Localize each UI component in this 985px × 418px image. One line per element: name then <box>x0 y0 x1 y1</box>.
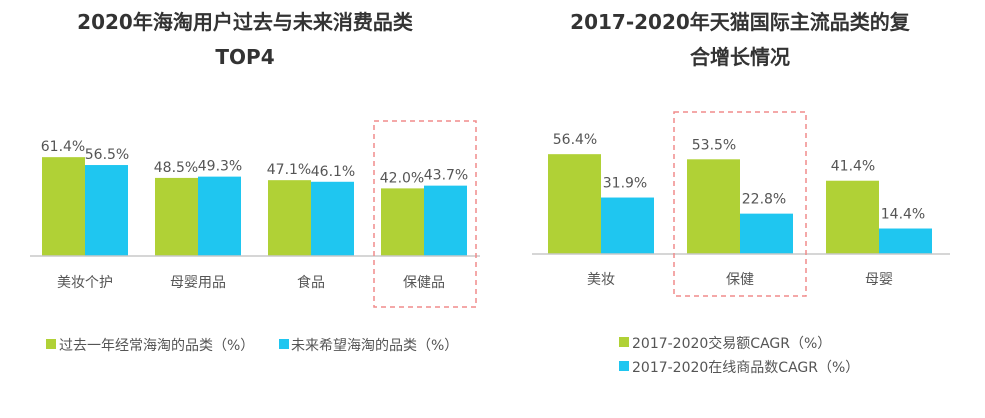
right-highlight-box <box>673 111 807 297</box>
right-title-line-2: 合增长情况 <box>690 45 790 69</box>
right-category-label: 美妆 <box>587 272 615 288</box>
right-data-label: 56.4% <box>553 132 597 148</box>
left-legend-label: 未来希望海淘的品类（%） <box>291 338 458 354</box>
left-bar-green-0 <box>42 157 85 256</box>
right-title-line-1: 2017-2020年天猫国际主流品类的复 <box>570 10 910 34</box>
left-data-label: 47.1% <box>267 162 311 178</box>
left-bar-green-3 <box>381 188 424 256</box>
right-bar-blue-2 <box>879 228 932 254</box>
right-category-label: 保健 <box>726 272 754 288</box>
right-legend-swatch <box>619 337 629 347</box>
right-bar-green-1 <box>687 159 740 254</box>
left-data-label: 56.5% <box>85 147 129 163</box>
right-bar-blue-0 <box>601 197 654 254</box>
left-data-label: 48.5% <box>154 160 198 176</box>
left-legend-swatch <box>46 339 56 349</box>
right-data-label: 41.4% <box>831 159 875 175</box>
left-bar-blue-1 <box>198 176 241 256</box>
left-data-label: 42.0% <box>380 170 424 186</box>
left-data-label: 43.7% <box>424 168 468 184</box>
left-title-line-1: 2020年海淘用户过去与未来消费品类 <box>77 10 413 34</box>
right-category-label: 母婴 <box>865 272 893 288</box>
left-category-label: 食品 <box>297 274 325 291</box>
left-bar-blue-3 <box>424 185 467 256</box>
left-bar-green-2 <box>268 180 311 256</box>
left-title-line-2: TOP4 <box>215 45 275 69</box>
left-bar-blue-2 <box>311 181 354 256</box>
right-bar-blue-1 <box>740 213 793 254</box>
right-data-label: 14.4% <box>881 207 925 223</box>
right-bar-green-2 <box>826 180 879 254</box>
left-category-label: 美妆个护 <box>57 275 113 291</box>
right-bar-green-0 <box>548 154 601 254</box>
right-legend-label: 2017-2020在线商品数CAGR（%） <box>632 360 859 376</box>
right-legend-swatch <box>619 361 629 371</box>
left-data-label: 61.4% <box>41 139 85 155</box>
right-chart-title: 2017-2020年天猫国际主流品类的复 合增长情况 <box>535 5 945 75</box>
right-data-label: 53.5% <box>692 137 736 153</box>
left-category-label: 母婴用品 <box>170 275 226 291</box>
left-category-label: 保健品 <box>403 275 445 291</box>
left-legend-swatch <box>279 339 289 349</box>
right-data-label: 22.8% <box>742 192 786 208</box>
left-chart-title: 2020年海淘用户过去与未来消费品类 TOP4 <box>40 5 450 75</box>
right-legend-label: 2017-2020交易额CAGR（%） <box>632 335 831 352</box>
left-bar-blue-0 <box>85 165 128 256</box>
left-data-label: 46.1% <box>311 164 355 180</box>
right-data-label: 31.9% <box>603 176 647 192</box>
left-legend-label: 过去一年经常海淘的品类（%） <box>59 338 254 354</box>
left-data-label: 49.3% <box>198 159 242 175</box>
left-bar-green-1 <box>155 177 198 256</box>
